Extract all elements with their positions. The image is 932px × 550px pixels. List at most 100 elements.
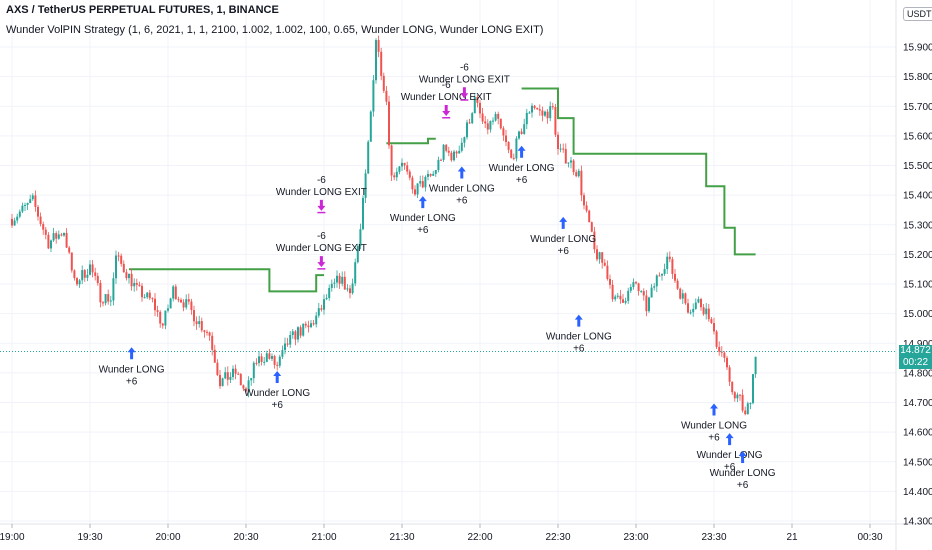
price-tick-label: 14.600 — [903, 428, 932, 439]
candle-body — [151, 298, 154, 300]
stop-line — [129, 268, 324, 293]
candle-body — [297, 327, 299, 340]
candle-body — [167, 308, 169, 311]
candle-body — [284, 343, 286, 351]
signal-label: Wunder LONG — [390, 213, 456, 224]
candle-body — [63, 232, 65, 236]
signal-label: Wunder LONG — [99, 364, 165, 375]
candle-body — [42, 224, 45, 230]
candle-body — [752, 374, 754, 404]
candle-body — [78, 280, 81, 285]
candle-body — [115, 255, 117, 279]
candle-body — [268, 353, 271, 359]
candle-body — [694, 302, 697, 309]
signal-qty: +6 — [708, 433, 720, 444]
candle-body — [242, 385, 245, 389]
candle-body — [577, 170, 580, 177]
study-legend[interactable]: Wunder VolPIN Strategy (1, 6, 2021, 1, 1… — [6, 24, 544, 36]
chart-title[interactable]: AXS / TetherUS PERPETUAL FUTURES, 1, BIN… — [6, 4, 279, 16]
candle-body — [323, 299, 325, 310]
candle-body — [554, 106, 557, 135]
candle-body — [684, 293, 687, 304]
candle-body — [356, 246, 359, 263]
candle-body — [380, 51, 383, 76]
candle-body — [510, 149, 513, 158]
candle-body — [749, 403, 752, 405]
candle-body — [502, 128, 505, 136]
candle-body — [343, 276, 346, 290]
candle-body — [31, 195, 34, 200]
candle-body — [687, 303, 689, 313]
price-tick-label: 15.100 — [903, 280, 932, 291]
candle-body — [414, 189, 416, 195]
time-tick-label: 00:30 — [857, 532, 882, 543]
candle-body — [271, 356, 273, 359]
exit-bar-icon — [317, 268, 326, 270]
candle-body — [653, 286, 656, 288]
candle-body — [668, 256, 671, 260]
time-tick-label: 20:00 — [155, 532, 180, 543]
signal-label: Wunder LONG EXIT — [401, 92, 492, 103]
candle-body — [416, 183, 419, 195]
currency-button[interactable]: USDT — [903, 7, 932, 21]
candle-body — [497, 113, 500, 119]
long-arrow-icon — [517, 145, 526, 158]
signal-qty: -6 — [442, 80, 451, 91]
candle-body — [437, 159, 440, 171]
chart-grid — [0, 0, 896, 524]
candle-body — [18, 211, 21, 217]
candle-body — [713, 323, 715, 332]
candle-body — [393, 175, 396, 178]
candle-body — [328, 288, 331, 299]
exit-signal: Wunder LONG EXIT-6 — [276, 175, 367, 214]
candle-body — [486, 123, 489, 130]
candle-body — [138, 284, 141, 286]
candle-body — [219, 374, 221, 387]
candle-body — [109, 300, 112, 302]
candle-body — [427, 173, 429, 177]
candle-body — [468, 122, 471, 124]
candle-body — [476, 96, 479, 103]
candle-body — [575, 172, 578, 177]
candle-body — [164, 310, 167, 326]
candle-body — [518, 131, 520, 139]
candle-body — [57, 234, 60, 239]
long-signal: Wunder LONG+6 — [489, 145, 555, 186]
price-tick-label: 14.300 — [903, 517, 932, 528]
signal-qty: +6 — [126, 376, 138, 387]
last-price-label: 14.872 00:22 — [899, 344, 932, 369]
candle-body — [265, 353, 268, 362]
candle-body — [546, 111, 549, 119]
candle-body — [559, 148, 562, 150]
price-tick-label: 15.300 — [903, 220, 932, 231]
signal-label: Wunder LONG EXIT — [419, 74, 510, 85]
candle-body — [143, 297, 146, 299]
long-arrow-icon — [418, 196, 427, 209]
candle-body — [411, 177, 414, 190]
candle-body — [658, 275, 661, 277]
candle-body — [83, 270, 86, 278]
candle-body — [29, 199, 32, 204]
candle-body — [728, 367, 731, 382]
candle-body — [442, 144, 445, 160]
candle-body — [141, 285, 143, 298]
candle-body — [450, 152, 453, 161]
candle-body — [369, 111, 372, 142]
stop-line — [386, 137, 436, 145]
candle-body — [681, 293, 684, 299]
candle-body — [460, 142, 463, 151]
candle-body — [362, 197, 364, 230]
long-signal: Wunder LONG+6 — [681, 403, 747, 444]
candle-body — [642, 291, 645, 296]
candle-body — [697, 299, 700, 303]
candle-body — [515, 138, 518, 159]
candle-body — [648, 297, 650, 312]
candle-body — [481, 113, 484, 122]
long-signal: Wunder LONG+6 — [244, 370, 310, 411]
candle-body — [278, 356, 281, 366]
long-arrow-icon — [559, 216, 568, 229]
candle-body — [286, 343, 289, 345]
candle-body — [229, 376, 232, 380]
candle-body — [567, 162, 570, 164]
